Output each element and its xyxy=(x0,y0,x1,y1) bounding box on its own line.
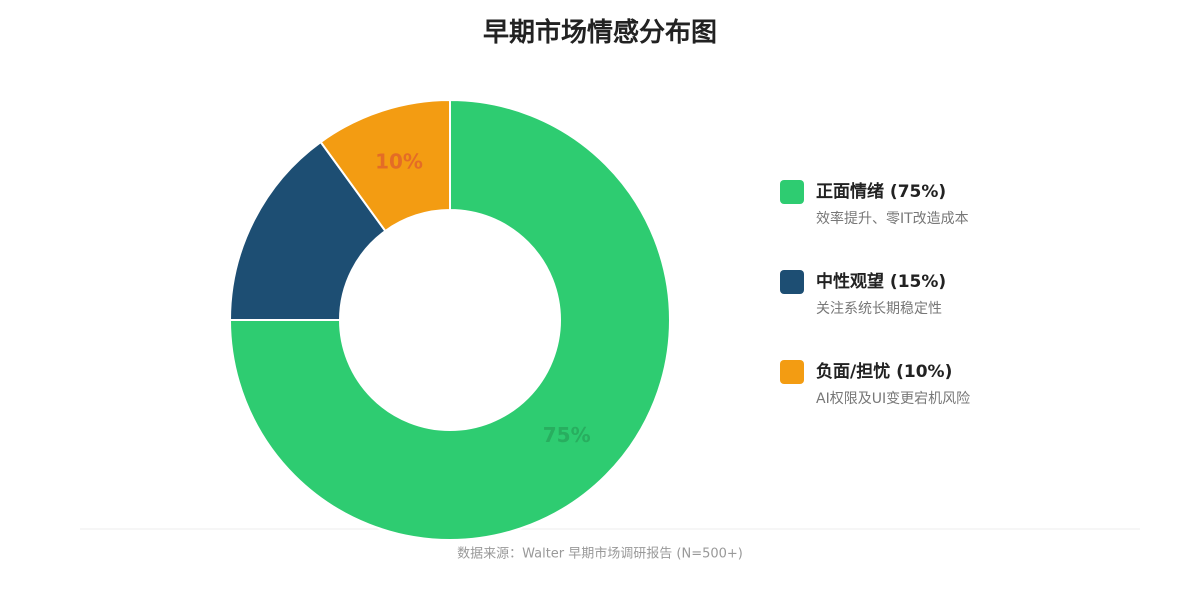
pie-slice xyxy=(319,98,451,233)
legend-description: AI权限及UI变更宕机风险 xyxy=(816,391,970,407)
legend-label: 正面情绪 (75%) xyxy=(816,181,946,202)
source-note: 数据来源：Walter 早期市场调研报告 (N=500+) xyxy=(457,546,743,562)
legend-description: 关注系统长期稳定性 xyxy=(816,301,942,317)
legend-swatch xyxy=(780,360,804,384)
chart-title: 早期市场情感分布图 xyxy=(483,17,717,48)
pie-slice xyxy=(228,98,671,541)
legend-swatch xyxy=(780,270,804,294)
pie-slice xyxy=(228,140,387,321)
legend-swatch xyxy=(780,180,804,204)
legend-label: 中性观望 (15%) xyxy=(816,271,946,292)
data-label: 10% xyxy=(375,150,423,174)
data-label: 75% xyxy=(543,423,591,447)
legend-description: 效率提升、零IT改造成本 xyxy=(816,210,969,227)
legend-label: 负面/担忧 (10%) xyxy=(816,361,952,382)
